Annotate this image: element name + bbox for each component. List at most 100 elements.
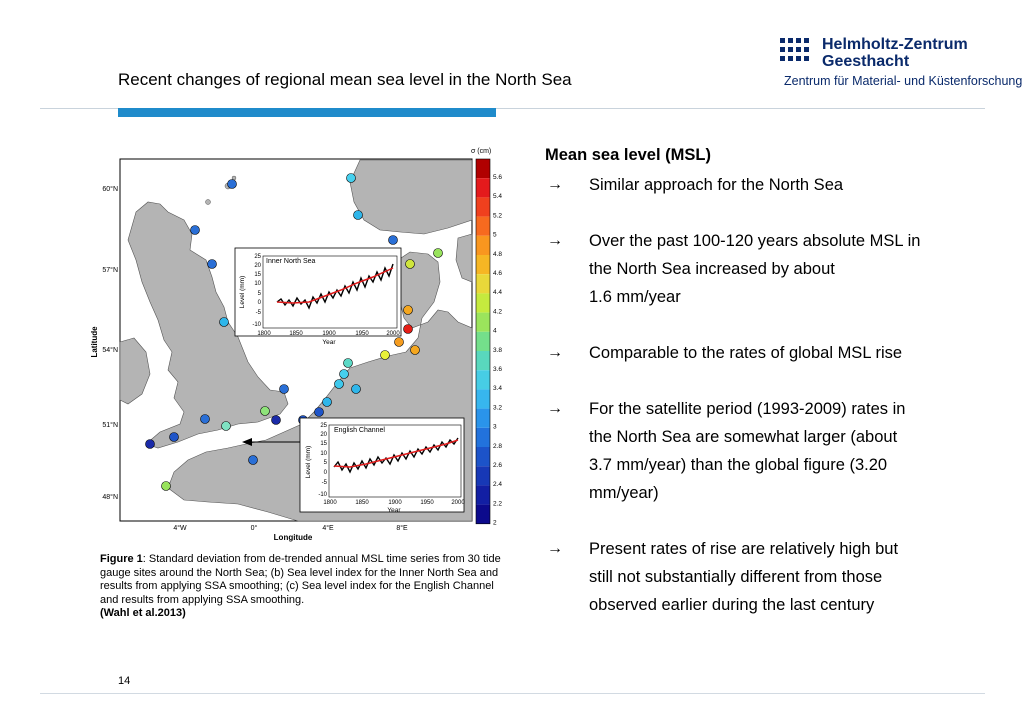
svg-text:60°N: 60°N [102,185,118,193]
inset-north-xticks: 1800 1850 1900 1950 2000 [257,331,400,337]
svg-text:2000: 2000 [386,331,400,337]
inset-north-ylabel: Level (mm) [239,276,246,309]
svg-text:1850: 1850 [355,500,369,506]
svg-text:-10: -10 [318,492,327,498]
inset-north-xlabel: Year [322,339,336,346]
colorbar-tick: 2.8 [493,443,502,450]
inset-channel-yticks: 25 20 15 10 5 0 -5 -10 [318,423,327,498]
colorbar-tick: 5.4 [493,193,502,200]
colorbar-tick: 5.2 [493,212,502,219]
bullet-item: → Similar approach for the North Sea [545,171,990,199]
colorbar-segment [476,197,490,217]
colorbar-segment [476,351,490,371]
tide-gauge-markers [145,173,443,491]
svg-text:0: 0 [258,300,262,306]
bullet-line: the North Sea increased by about [589,260,835,278]
sea-level-figure: Inner North Sea 25 20 15 10 5 0 -5 -10 1… [88,142,513,542]
colorbar [475,158,491,525]
bullet-item: → Over the past 100-120 years absolute MS… [545,227,990,311]
svg-text:1900: 1900 [322,331,336,337]
colorbar-tick: 3.4 [493,385,502,392]
colorbar-title: σ (cm) [471,148,491,155]
colorbar-tick: 2 [493,520,497,527]
svg-text:5: 5 [258,291,262,297]
title-divider [40,108,985,109]
inset-north-yticks: 25 20 15 10 5 0 -5 -10 [252,254,261,328]
svg-text:57°N: 57°N [102,266,118,274]
inset-north-series [276,263,394,310]
colorbar-segment [476,331,490,351]
caption-reference: (Wahl et al.2013) [100,607,186,620]
logo-dots-icon [780,38,814,70]
svg-text:1900: 1900 [388,500,402,506]
svg-text:1850: 1850 [289,331,303,337]
colorbar-tick: 4.2 [493,308,502,315]
bullet-line: observed earlier during the last century [589,596,875,614]
svg-text:10: 10 [320,451,327,457]
colorbar-ticks: 5.6 5.4 5.2 5 4.8 4.6 4.4 4.2 4 3.8 3.6 3.4 3.2 3 2.8 2… [493,174,502,527]
colorbar-tick: 2.2 [493,500,502,507]
svg-text:1800: 1800 [257,331,271,337]
channel-pointer-arrow [242,438,300,446]
inset-channel-ylabel: Level (mm) [305,446,312,479]
longitude-ticks: 4°W 0° 4°E 8°E [173,524,408,532]
svg-text:0: 0 [324,470,328,476]
longitude-label: Longitude [274,533,313,542]
colorbar-segment [476,389,490,409]
bullet-line: Comparable to the rates of global MSL ri… [589,344,903,362]
bullet-line: still not substantially different from t… [589,568,883,586]
svg-text:51°N: 51°N [102,421,118,429]
colorbar-tick: 4 [493,328,497,335]
svg-text:2000: 2000 [451,500,465,506]
colorbar-segment [476,447,490,467]
arrow-icon: → [547,176,563,193]
svg-text:20: 20 [320,432,327,438]
caption-label: Figure 1 [100,553,143,565]
colorbar-segment [476,408,490,428]
colorbar-segment [476,216,490,236]
colorbar-segment [476,178,490,198]
colorbar-tick: 3 [493,424,497,431]
bullet-line: mm/year) [589,484,659,502]
inset-channel-series [333,437,459,474]
inset-north-sea: Inner North Sea 25 20 15 10 5 0 -5 -10 1… [234,247,402,346]
svg-text:0°: 0° [251,524,258,532]
colorbar-tick: 3.2 [493,404,502,411]
svg-text:5: 5 [324,460,328,466]
content-heading: Mean sea level (MSL) [545,146,711,164]
content-column: Mean sea level (MSL) → Similar approach f… [545,146,990,647]
colorbar-tick: 4.8 [493,251,502,258]
colorbar-tick: 2.4 [493,481,502,488]
figure-caption: Figure 1: Standard deviation from de-tre… [100,553,510,621]
arrow-icon: → [547,400,563,417]
svg-text:4°W: 4°W [173,524,187,532]
colorbar-tick: 3.6 [493,366,502,373]
page-number: 14 [118,675,131,687]
arrow-icon: → [547,540,563,557]
svg-text:8°E: 8°E [396,524,408,532]
inset-north-trend [276,267,394,304]
bullet-line: Similar approach for the North Sea [589,176,844,194]
svg-text:1800: 1800 [323,500,337,506]
colorbar-tick: 4.4 [493,289,502,296]
colorbar-tick: 3.8 [493,347,502,354]
svg-text:25: 25 [254,254,261,260]
bullet-line: the North Sea are somewhat larger (about [589,428,898,446]
svg-text:54°N: 54°N [102,346,118,354]
arrow-icon: → [547,232,563,249]
colorbar-frame [475,158,491,525]
colorbar-segment [476,485,490,505]
inset-channel-xticks: 1800 1850 1900 1950 2000 [323,500,465,506]
bullet-line: 1.6 mm/year [589,288,681,306]
colorbar-tick: 2.6 [493,462,502,469]
svg-text:20: 20 [254,263,261,269]
arrow-icon: → [547,344,563,361]
colorbar-segment [476,159,490,179]
svg-text:48°N: 48°N [102,493,118,501]
caption-text: : Standard deviation from de-trended ann… [100,553,501,606]
colorbar-segment [476,466,490,486]
helmholtz-logo: Helmholtz-Zentrum Geesthacht Zentrum für… [780,36,1022,96]
inset-channel-title: English Channel [334,427,385,434]
colorbar-segment [476,427,490,447]
latitude-label: Latitude [90,326,99,358]
